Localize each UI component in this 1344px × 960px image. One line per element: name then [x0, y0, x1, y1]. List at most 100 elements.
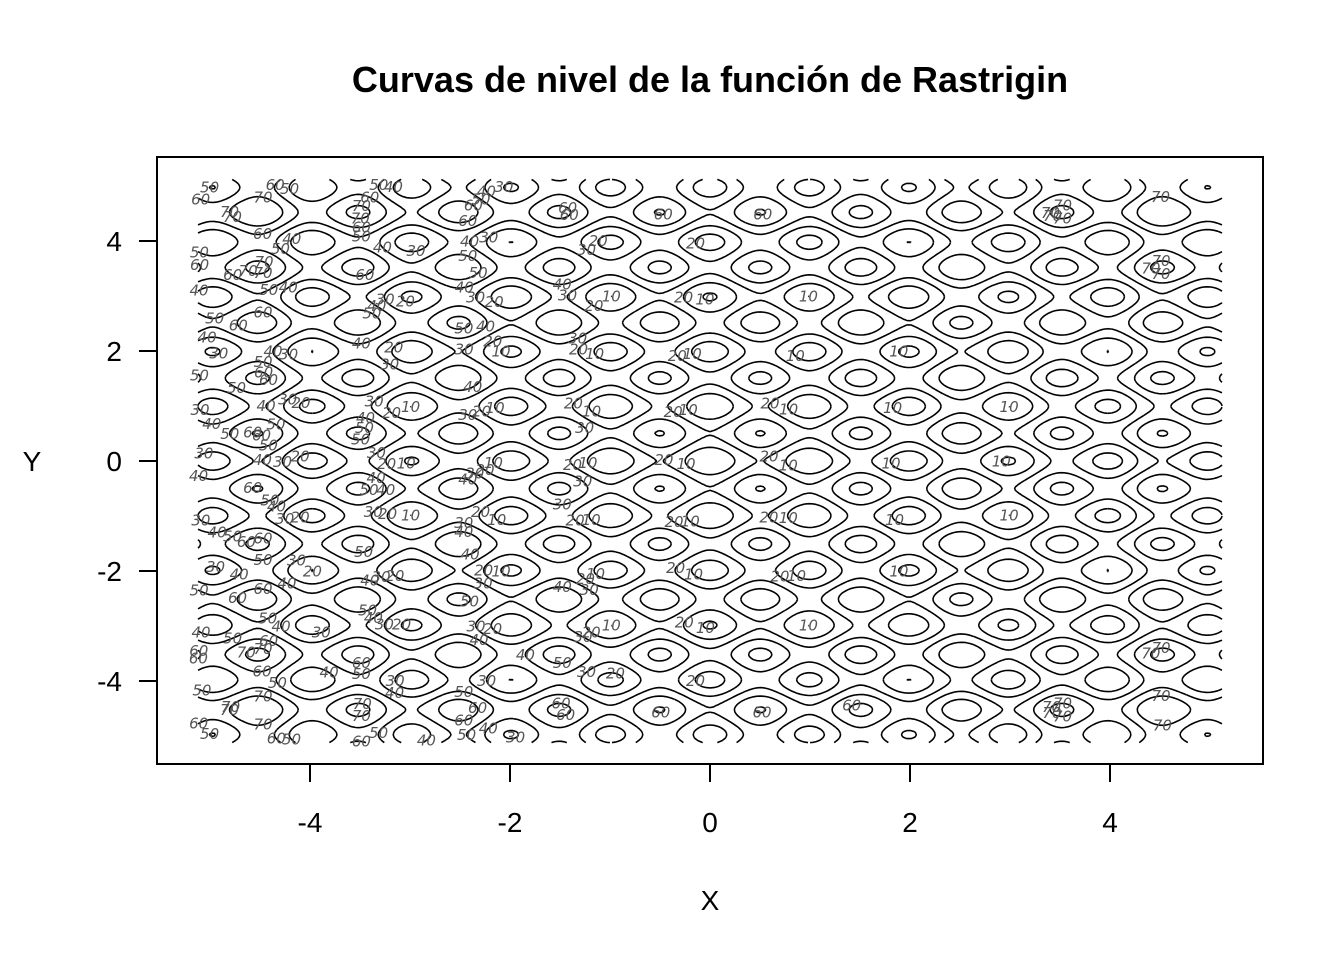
contour-label: 60 [253, 303, 272, 321]
contour-label: 70 [253, 688, 272, 706]
contour-label: 70 [1153, 716, 1172, 734]
contour-label: 20 [471, 503, 490, 521]
contour-label: 20 [674, 289, 693, 307]
contour-label: 10 [602, 288, 621, 306]
contour-label: 20 [760, 395, 779, 413]
contour-label: 10 [779, 509, 798, 527]
contour-label: 30 [466, 618, 485, 636]
contour-label: 30 [376, 291, 395, 309]
contour-label: 30 [474, 575, 493, 593]
contour-label: 50 [369, 724, 388, 742]
y-tick-label: -2 [97, 556, 122, 587]
contour-label: 50 [460, 592, 479, 610]
contour-label: 70 [254, 253, 273, 271]
contour-label: 70 [1141, 260, 1160, 278]
contour-label: 40 [553, 275, 572, 293]
contour-label: 10 [401, 398, 420, 416]
contour-label: 30 [553, 496, 572, 514]
contour-label: 10 [779, 457, 798, 475]
contour-label: 60 [654, 205, 673, 223]
contour-label: 10 [683, 345, 702, 363]
contour-label: 30 [375, 616, 394, 634]
contour-label: 30 [580, 581, 599, 599]
chart-title: Curvas de nivel de la función de Rastrig… [352, 59, 1068, 100]
contour-label: 50 [200, 178, 219, 196]
contour-label: 40 [202, 415, 221, 433]
contour-label: 40 [208, 523, 227, 541]
contour-label: 70 [1151, 252, 1170, 270]
contour-label: 10 [889, 563, 908, 581]
contour-label: 70 [1043, 207, 1062, 225]
contour-label: 60 [259, 632, 278, 650]
contour-label: 60 [651, 704, 670, 722]
contour-label: 50 [553, 654, 572, 672]
contour-level-10 [403, 292, 1017, 630]
contour-label: 20 [485, 293, 504, 311]
contour-label: 70 [253, 188, 272, 206]
contour-label: 40 [376, 481, 395, 499]
contour-label: 60 [189, 650, 208, 668]
contour-label: 40 [189, 467, 208, 485]
contour-label: 30 [206, 558, 225, 576]
contour-label: 60 [842, 697, 861, 715]
contour-label: 50 [282, 730, 301, 748]
contour-label: 10 [779, 400, 798, 418]
contour-label: 20 [378, 505, 397, 523]
x-axis: -4 -2 0 2 4 [298, 763, 1118, 838]
contour-label: 70 [352, 197, 371, 215]
contour-label: 40 [364, 609, 383, 627]
contour-label: 70 [1141, 644, 1160, 662]
contour-label: 70 [1053, 197, 1072, 215]
contour-label: 20 [392, 616, 411, 634]
contour-label: 40 [367, 297, 386, 315]
contour-label: 50 [352, 228, 371, 246]
contour-label: 20 [589, 232, 608, 250]
contour-label: 30 [458, 406, 477, 424]
contour-label: 50 [190, 582, 209, 600]
contour-label: 30 [465, 464, 484, 482]
contour-label: 30 [287, 552, 306, 570]
contour-label: 20 [576, 570, 595, 588]
contour-label: 10 [883, 399, 902, 417]
contour-label: 20 [569, 340, 588, 358]
contour-label: 30 [455, 340, 474, 358]
contour-label: 10 [1000, 398, 1019, 416]
contour-label: 70 [1151, 687, 1170, 705]
y-axis-label: Y [23, 446, 42, 477]
contour-label: 20 [475, 461, 494, 479]
contour-label: 60 [266, 176, 285, 194]
contour-label: 60 [552, 695, 571, 713]
contour-label: 60 [352, 654, 371, 672]
contour-label: 10 [787, 567, 806, 585]
contour-label: 20 [385, 567, 404, 585]
contour-label: 30 [558, 287, 577, 305]
contour-label: 60 [191, 191, 210, 209]
contour-label: 70 [1053, 210, 1072, 228]
contour-label: 30 [406, 242, 425, 260]
contour-label: 30 [191, 511, 210, 529]
contour-label: 60 [223, 266, 242, 284]
contour-label: 50 [200, 725, 219, 743]
contour-label: 10 [1000, 506, 1019, 524]
contour-label: 10 [881, 454, 900, 472]
contour-label: 40 [461, 545, 480, 563]
contour-label: 70 [239, 262, 258, 280]
contour-label: 30 [494, 178, 513, 196]
contour-label: 50 [190, 366, 209, 384]
contour-label: 20 [668, 347, 687, 365]
contour-label: 10 [799, 288, 818, 306]
contour-label: 20 [291, 509, 310, 527]
contour-label: 40 [553, 578, 572, 596]
contour-label: 20 [759, 508, 778, 526]
contour-label: 20 [472, 402, 491, 420]
contour-label: 20 [291, 448, 310, 466]
contour-label: 60 [253, 580, 272, 598]
contour-label: 30 [386, 672, 405, 690]
contour-label: 10 [397, 455, 416, 473]
contour-label: 60 [468, 699, 487, 717]
contour-label: 70 [253, 264, 272, 282]
contour-label: 40 [373, 238, 392, 256]
contour-label: 20 [396, 292, 415, 310]
contour-label: 20 [584, 297, 603, 315]
contour-label: 20 [606, 664, 625, 682]
